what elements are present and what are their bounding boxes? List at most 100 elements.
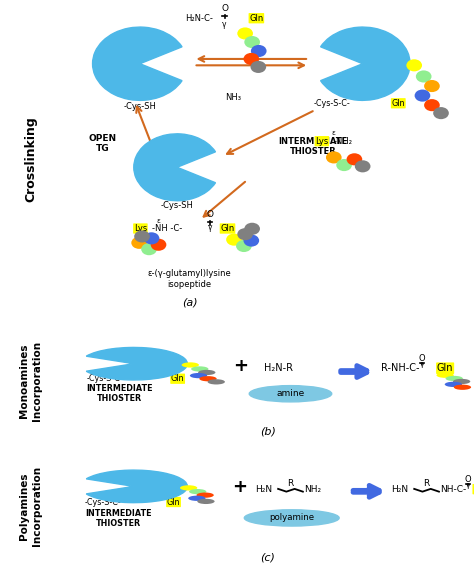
Text: O: O: [147, 482, 154, 491]
Circle shape: [250, 61, 266, 73]
Text: H₂N-R: H₂N-R: [264, 363, 292, 373]
Text: R-NH-C-: R-NH-C-: [381, 363, 419, 373]
Circle shape: [244, 234, 259, 246]
Circle shape: [433, 107, 449, 119]
Circle shape: [144, 232, 159, 245]
Text: Lys: Lys: [315, 137, 328, 146]
Wedge shape: [86, 348, 187, 380]
Text: amine: amine: [276, 389, 305, 398]
Text: ε: ε: [156, 218, 161, 224]
Circle shape: [237, 228, 253, 240]
Circle shape: [196, 493, 214, 498]
Circle shape: [190, 373, 207, 378]
Text: OPEN
TG: OPEN TG: [89, 134, 117, 153]
Text: O: O: [419, 354, 425, 363]
Text: NH-C-: NH-C-: [440, 485, 466, 494]
Circle shape: [198, 370, 216, 375]
Circle shape: [131, 237, 147, 249]
Circle shape: [188, 496, 206, 501]
Text: Monoamines
Incorporation: Monoamines Incorporation: [19, 341, 42, 421]
Circle shape: [236, 240, 252, 252]
Text: -Cys-S-C-: -Cys-S-C-: [84, 497, 121, 506]
Circle shape: [189, 489, 206, 494]
Text: Gln: Gln: [220, 224, 235, 233]
Circle shape: [134, 230, 150, 242]
Text: O: O: [221, 4, 228, 13]
Text: O: O: [149, 359, 155, 368]
Text: INTERMEDIATE
THIOSTER: INTERMEDIATE THIOSTER: [279, 137, 348, 156]
Circle shape: [437, 373, 454, 378]
Text: γ: γ: [419, 362, 424, 368]
Text: Gln: Gln: [392, 99, 405, 108]
Circle shape: [454, 385, 471, 390]
Circle shape: [453, 379, 470, 384]
Text: Gln: Gln: [437, 363, 454, 373]
Text: Crosslinking: Crosslinking: [24, 117, 37, 202]
Text: -NH₂: -NH₂: [334, 137, 353, 146]
Circle shape: [191, 366, 209, 372]
Text: Gln: Gln: [167, 497, 180, 506]
Circle shape: [237, 27, 253, 39]
Text: ε: ε: [332, 130, 336, 137]
Circle shape: [415, 89, 430, 102]
Text: H₂N-C-: H₂N-C-: [185, 14, 213, 23]
Text: O: O: [465, 475, 471, 484]
Circle shape: [208, 379, 225, 385]
Text: R: R: [423, 479, 430, 488]
Text: -Cys-S-C-: -Cys-S-C-: [313, 99, 350, 108]
Text: γ: γ: [465, 483, 470, 489]
Circle shape: [244, 222, 260, 235]
Text: INTERMEDIATE
THIOSTER: INTERMEDIATE THIOSTER: [86, 384, 153, 403]
Wedge shape: [86, 470, 187, 502]
Circle shape: [406, 59, 422, 71]
Circle shape: [244, 53, 259, 65]
Text: H₂N: H₂N: [255, 485, 273, 494]
Text: polyamine: polyamine: [269, 513, 314, 522]
Text: NH₃: NH₃: [225, 93, 241, 102]
Text: R: R: [287, 479, 293, 488]
Circle shape: [416, 71, 431, 83]
Text: -NH -C-: -NH -C-: [152, 224, 182, 233]
Text: -Cys-SH: -Cys-SH: [124, 102, 156, 111]
Circle shape: [326, 151, 342, 163]
Text: +: +: [232, 477, 247, 496]
Circle shape: [424, 80, 440, 92]
Text: γ: γ: [148, 490, 153, 496]
Wedge shape: [320, 27, 410, 100]
Circle shape: [197, 499, 215, 504]
Wedge shape: [92, 27, 182, 100]
Circle shape: [151, 238, 166, 251]
Text: -Cys-SH: -Cys-SH: [161, 201, 193, 211]
Text: O: O: [369, 34, 376, 43]
Text: +: +: [234, 357, 248, 375]
Circle shape: [424, 99, 440, 111]
Text: γ: γ: [150, 367, 155, 373]
Circle shape: [244, 36, 260, 48]
Text: O: O: [207, 211, 214, 219]
Text: H₂N: H₂N: [392, 485, 409, 494]
Text: NH₂: NH₂: [304, 485, 321, 494]
Circle shape: [346, 153, 362, 166]
Ellipse shape: [244, 510, 339, 526]
Text: γ: γ: [208, 223, 212, 232]
Wedge shape: [134, 134, 216, 201]
Text: Gln: Gln: [249, 14, 264, 23]
Text: INTERMEDIATE
THIOSTER: INTERMEDIATE THIOSTER: [85, 509, 152, 529]
Text: γ: γ: [222, 20, 227, 29]
Text: Gln: Gln: [171, 374, 184, 384]
Text: γ: γ: [371, 50, 375, 59]
Circle shape: [180, 485, 197, 490]
Text: (c): (c): [260, 553, 275, 563]
Circle shape: [251, 45, 266, 57]
Text: ε-(γ-glutamyl)lysine
isopeptide: ε-(γ-glutamyl)lysine isopeptide: [147, 269, 231, 288]
Text: -Cys-S-C-: -Cys-S-C-: [86, 374, 123, 384]
Text: (b): (b): [260, 426, 276, 436]
Text: Gln: Gln: [473, 485, 474, 494]
Circle shape: [182, 362, 199, 368]
Circle shape: [200, 376, 217, 381]
Circle shape: [355, 160, 371, 172]
Text: (a): (a): [182, 298, 197, 308]
Text: Polyamines
Incorporation: Polyamines Incorporation: [19, 467, 42, 546]
Circle shape: [446, 376, 463, 381]
Ellipse shape: [249, 386, 332, 402]
